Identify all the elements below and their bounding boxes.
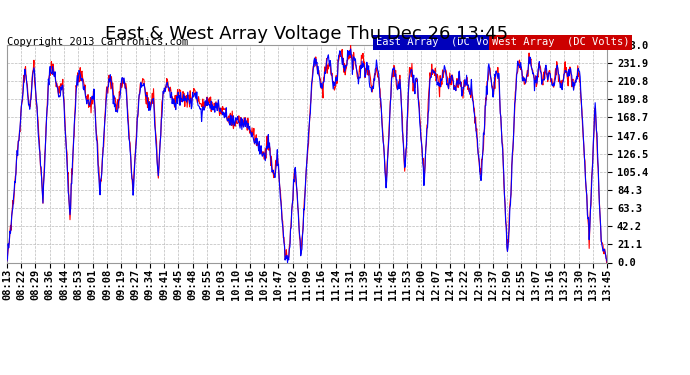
Text: West Array  (DC Volts): West Array (DC Volts) xyxy=(492,38,629,47)
Text: Copyright 2013 Cartronics.com: Copyright 2013 Cartronics.com xyxy=(7,38,188,47)
Text: East Array  (DC Volts): East Array (DC Volts) xyxy=(376,38,513,47)
Title: East & West Array Voltage Thu Dec 26 13:45: East & West Array Voltage Thu Dec 26 13:… xyxy=(106,26,509,44)
